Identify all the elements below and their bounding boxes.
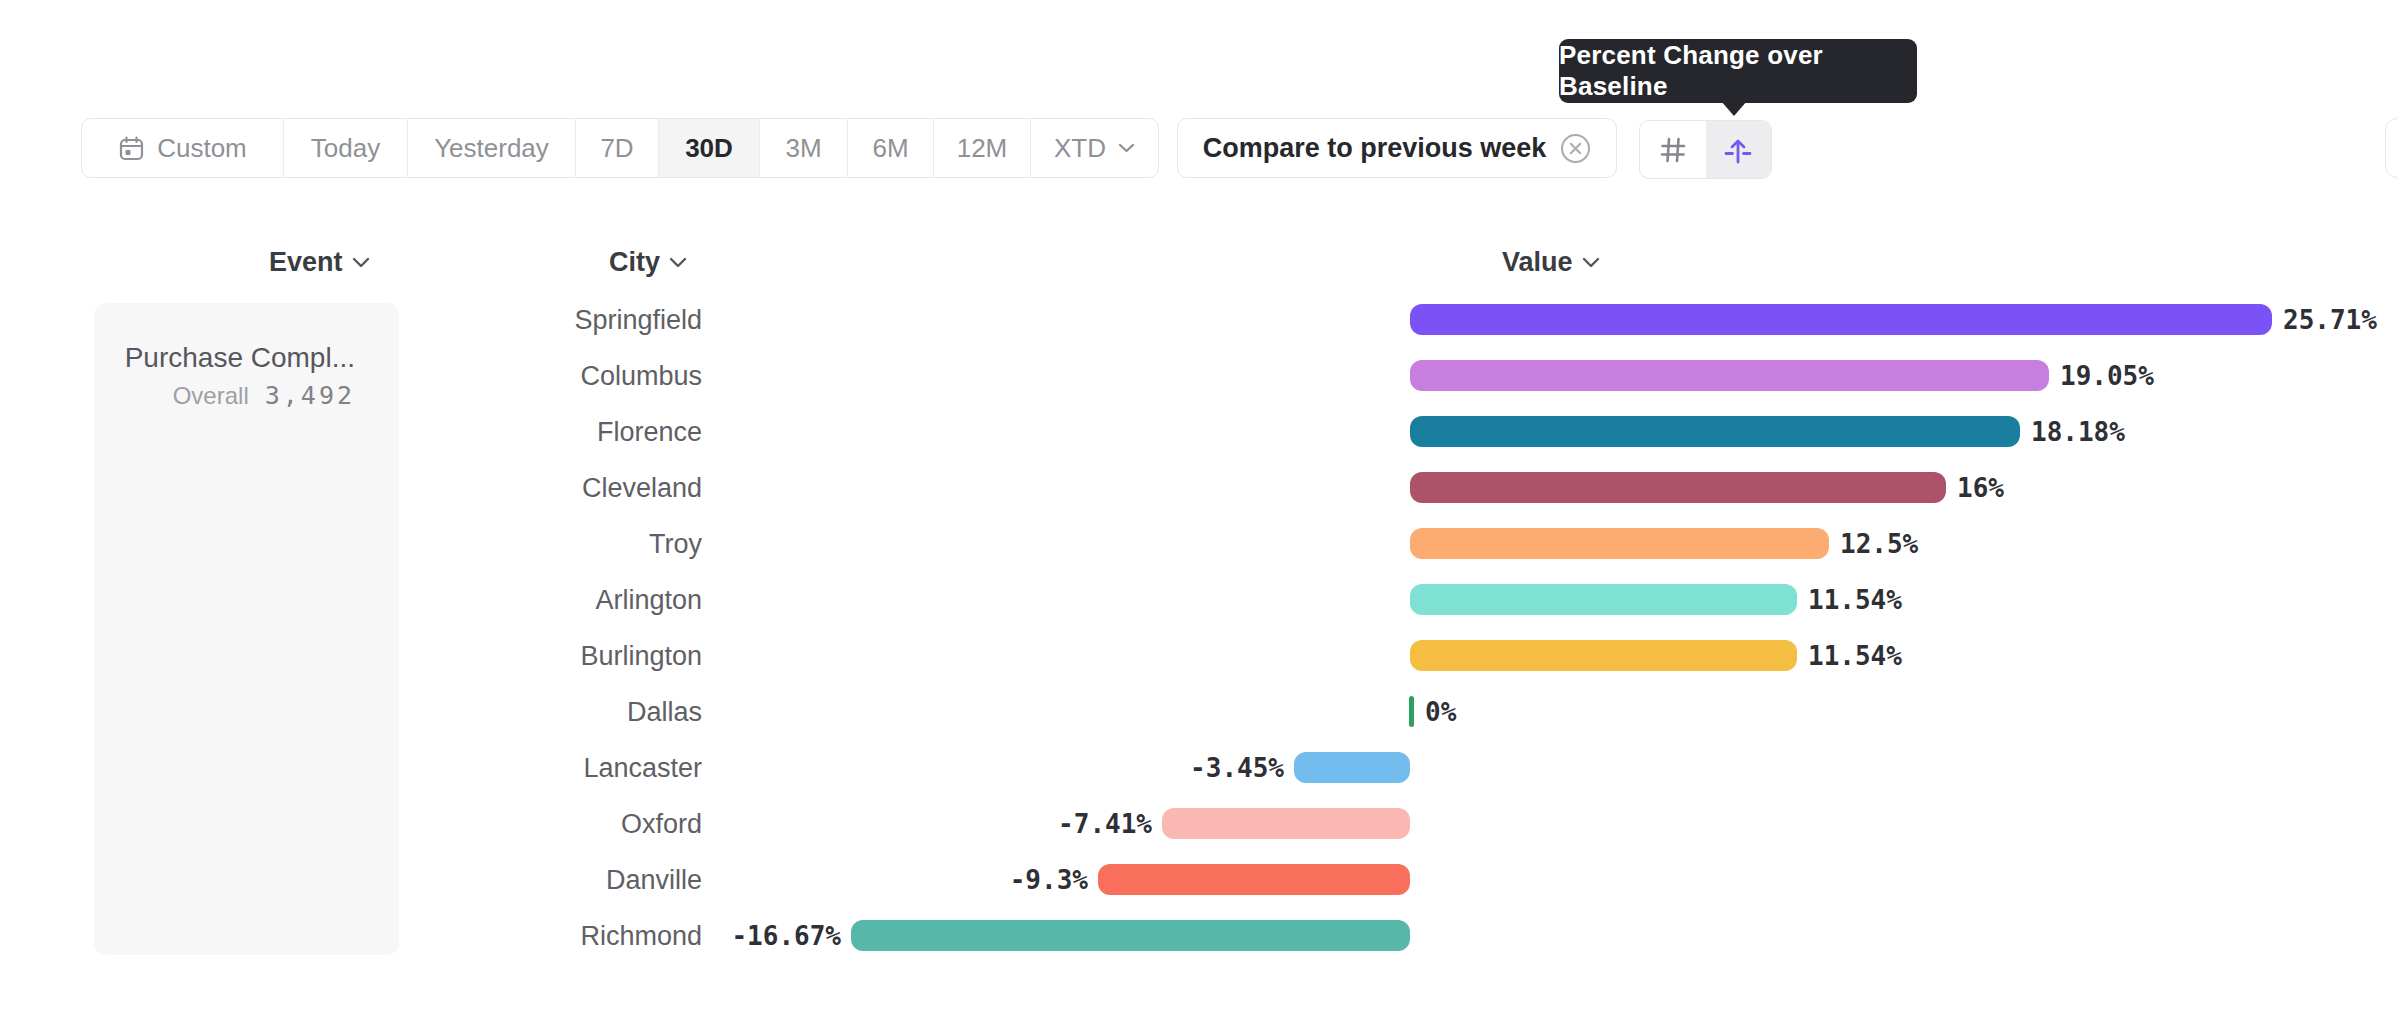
- bar-florence[interactable]: [1410, 416, 2020, 447]
- value-label-troy: 12.5%: [1840, 528, 1918, 560]
- clipped-right-button[interactable]: [2385, 118, 2398, 178]
- column-header-event[interactable]: Event: [269, 246, 370, 278]
- city-label-florence: Florence: [392, 415, 702, 449]
- column-header-city[interactable]: City: [609, 246, 687, 278]
- bar-danville[interactable]: [1098, 864, 1410, 895]
- value-label-florence: 18.18%: [2031, 416, 2125, 448]
- arrow-up-from-baseline-icon: [1722, 134, 1754, 166]
- city-label-oxford: Oxford: [392, 807, 702, 841]
- bar-dallas[interactable]: [1409, 696, 1414, 727]
- city-label-burlington: Burlington: [392, 639, 702, 673]
- date-range-label: Today: [311, 133, 380, 164]
- city-label-springfield: Springfield: [392, 303, 702, 337]
- bar-richmond[interactable]: [851, 920, 1410, 951]
- date-range-today-button[interactable]: Today: [284, 119, 408, 177]
- view-toggle-number-option[interactable]: [1640, 121, 1706, 178]
- calendar-icon: [118, 135, 145, 162]
- bar-troy[interactable]: [1410, 528, 1829, 559]
- city-label-danville: Danville: [392, 863, 702, 897]
- date-range-label: Yesterday: [434, 133, 549, 164]
- value-label-dallas: 0%: [1425, 696, 1456, 728]
- date-range-custom-button[interactable]: Custom: [82, 119, 284, 177]
- view-toggle-percent-baseline-option[interactable]: [1706, 121, 1772, 178]
- value-label-arlington: 11.54%: [1808, 584, 1902, 616]
- date-range-label: 3M: [785, 133, 821, 164]
- chevron-down-icon: [1582, 257, 1600, 268]
- chevron-down-icon: [669, 257, 687, 268]
- value-label-springfield: 25.71%: [2283, 304, 2377, 336]
- column-header-value-label: Value: [1502, 246, 1573, 278]
- value-label-columbus: 19.05%: [2060, 360, 2154, 392]
- city-label-lancaster: Lancaster: [392, 751, 702, 785]
- date-range-30d-button[interactable]: 30D: [659, 119, 760, 177]
- bar-lancaster[interactable]: [1294, 752, 1410, 783]
- event-metric-label: Overall: [173, 382, 249, 410]
- event-name: Purchase Compl...: [114, 341, 355, 375]
- city-label-arlington: Arlington: [392, 583, 702, 617]
- column-header-event-label: Event: [269, 246, 343, 278]
- date-range-label: 12M: [957, 133, 1008, 164]
- value-label-danville: -9.3%: [1010, 864, 1088, 896]
- date-range-label: XTD: [1054, 133, 1106, 164]
- value-label-burlington: 11.54%: [1808, 640, 1902, 672]
- date-range-3m-button[interactable]: 3M: [760, 119, 848, 177]
- date-range-label: 7D: [600, 133, 633, 164]
- city-label-columbus: Columbus: [392, 359, 702, 393]
- tooltip-percent-change: Percent Change over Baseline: [1559, 39, 1917, 103]
- bar-burlington[interactable]: [1410, 640, 1797, 671]
- circle-x-icon[interactable]: [1560, 133, 1591, 164]
- date-range-label: 6M: [872, 133, 908, 164]
- bar-columbus[interactable]: [1410, 360, 2049, 391]
- date-range-7d-button[interactable]: 7D: [576, 119, 659, 177]
- date-range-label: Custom: [157, 133, 247, 164]
- value-label-oxford: -7.41%: [1058, 808, 1152, 840]
- bar-arlington[interactable]: [1410, 584, 1797, 615]
- bar-springfield[interactable]: [1410, 304, 2272, 335]
- value-label-richmond: -16.67%: [731, 920, 841, 952]
- city-label-troy: Troy: [392, 527, 702, 561]
- city-label-richmond: Richmond: [392, 919, 702, 953]
- date-range-label: 30D: [685, 133, 733, 164]
- tooltip-arrow: [1721, 101, 1747, 116]
- value-label-cleveland: 16%: [1957, 472, 2004, 504]
- date-range-12m-button[interactable]: 12M: [934, 119, 1031, 177]
- tooltip-text: Percent Change over Baseline: [1559, 40, 1917, 102]
- column-header-city-label: City: [609, 246, 660, 278]
- value-label-lancaster: -3.45%: [1190, 752, 1284, 784]
- bar-cleveland[interactable]: [1410, 472, 1946, 503]
- event-metric-value: 3,492: [265, 381, 355, 410]
- date-range-yesterday-button[interactable]: Yesterday: [408, 119, 576, 177]
- date-range-6m-button[interactable]: 6M: [848, 119, 934, 177]
- date-range-toolbar: Custom Today Yesterday 7D 30D 3M 6M 12M XTD: [81, 118, 1159, 178]
- city-label-dallas: Dallas: [392, 695, 702, 729]
- event-card-purchase-completed[interactable]: Purchase Compl... Overall 3,492: [94, 303, 399, 955]
- compare-pill-label: Compare to previous week: [1203, 133, 1547, 164]
- hash-grid-icon: [1658, 135, 1688, 165]
- column-header-value[interactable]: Value: [1502, 246, 1600, 278]
- chevron-down-icon: [352, 257, 370, 268]
- date-range-xtd-button[interactable]: XTD: [1031, 119, 1158, 177]
- chart-view-toggle: [1639, 120, 1772, 179]
- city-label-cleveland: Cleveland: [392, 471, 702, 505]
- chevron-down-icon: [1118, 143, 1135, 153]
- bar-oxford[interactable]: [1162, 808, 1410, 839]
- compare-to-previous-week-pill[interactable]: Compare to previous week: [1177, 118, 1617, 178]
